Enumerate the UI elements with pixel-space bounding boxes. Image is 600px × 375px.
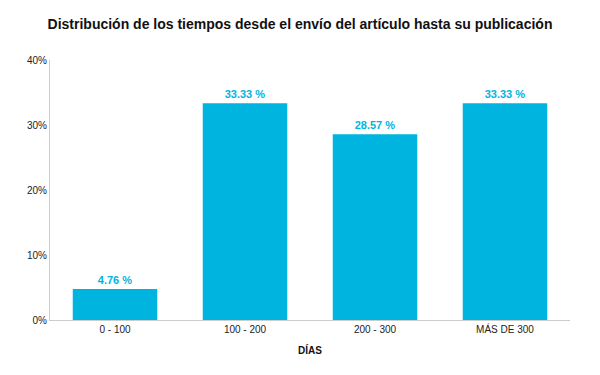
svg-text:33.33 %: 33.33 % [485, 88, 526, 100]
svg-text:0 - 100: 0 - 100 [99, 324, 131, 335]
svg-text:0%: 0% [33, 315, 48, 326]
svg-text:30%: 30% [27, 120, 47, 131]
svg-text:100 - 200: 100 - 200 [224, 324, 267, 335]
svg-text:10%: 10% [27, 250, 47, 261]
svg-text:33.33 %: 33.33 % [225, 88, 266, 100]
svg-text:4.76 %: 4.76 % [98, 274, 132, 286]
svg-text:Distribución de los tiempos de: Distribución de los tiempos desde el env… [48, 16, 553, 32]
svg-text:MÁS DE 300: MÁS DE 300 [476, 323, 534, 335]
svg-text:28.57 %: 28.57 % [355, 119, 396, 131]
svg-text:200 - 300: 200 - 300 [354, 324, 397, 335]
svg-text:20%: 20% [27, 185, 47, 196]
svg-text:DÍAS: DÍAS [298, 344, 322, 356]
svg-text:40%: 40% [27, 55, 47, 66]
